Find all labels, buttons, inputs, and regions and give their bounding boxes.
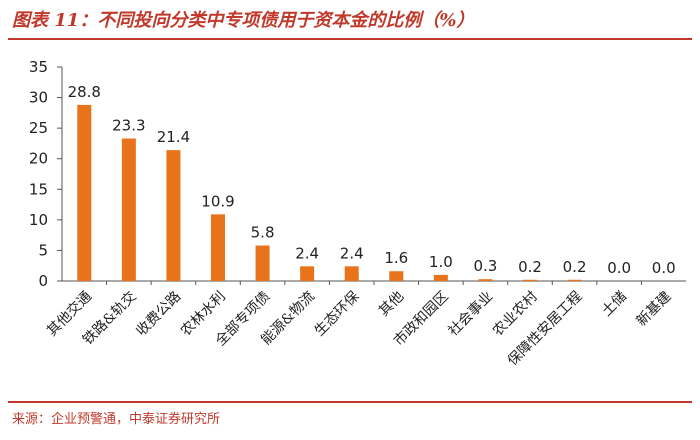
bar-value-label: 0.0 <box>607 259 631 277</box>
chart-title: 图表 11：不同投向分类中专项债用于资本金的比例（%） <box>12 10 475 31</box>
bar <box>567 279 582 281</box>
title-divider <box>8 38 692 40</box>
y-tick-label: 15 <box>29 180 48 198</box>
y-tick-label: 0 <box>38 272 48 290</box>
chart-data-labels: 28.8 23.3 21.4 10.9 5.8 2.4 2.4 1.6 1.0 0.3 0.2 0.2… <box>68 83 676 277</box>
category-label: 生态环保 <box>312 289 363 340</box>
chart-bars <box>77 104 582 281</box>
bar <box>478 279 493 281</box>
bar <box>344 266 359 281</box>
category-label: 其他 <box>376 289 407 320</box>
bar <box>121 138 136 281</box>
bar-value-label: 0.0 <box>652 259 676 277</box>
bar-value-label: 2.4 <box>295 244 319 262</box>
bar-value-label: 5.8 <box>251 224 275 242</box>
bar-value-label: 23.3 <box>112 117 145 135</box>
y-tick-label: 25 <box>29 119 48 137</box>
bar-value-label: 2.4 <box>340 244 364 262</box>
bar-value-label: 21.4 <box>157 128 190 146</box>
bar <box>523 279 537 281</box>
bar <box>300 266 315 281</box>
y-tick-label: 20 <box>29 150 48 168</box>
bar-value-label: 10.9 <box>201 192 234 210</box>
category-label: 收费公路 <box>133 289 184 340</box>
bar-value-label: 0.3 <box>473 257 497 275</box>
chart-axes: 0 5 10 15 20 25 30 35 <box>29 58 686 290</box>
category-label: 土储 <box>599 289 630 320</box>
bar <box>211 214 225 281</box>
y-tick-label: 30 <box>29 89 48 107</box>
bar-value-label: 28.8 <box>68 83 101 101</box>
bar-chart: 0 5 10 15 20 25 30 35 28.8 23.3 21.4 10.9 5.8 2.4 2.4… <box>29 58 686 369</box>
bar <box>389 271 404 281</box>
bar <box>433 274 448 281</box>
source-note: 来源：企业预警通，中泰证券研究所 <box>12 412 221 427</box>
y-tick-label: 35 <box>29 58 48 76</box>
bar-value-label: 1.0 <box>429 253 453 271</box>
bar <box>77 104 92 281</box>
source-divider <box>8 401 692 403</box>
bar-value-label: 0.2 <box>518 258 542 276</box>
bar <box>255 245 270 281</box>
y-tick-label: 5 <box>38 241 48 259</box>
bar-value-label: 0.2 <box>563 258 587 276</box>
bar-value-label: 1.6 <box>384 249 408 267</box>
bar <box>166 150 181 281</box>
y-tick-label: 10 <box>29 211 48 229</box>
category-label: 社会事业 <box>445 289 496 340</box>
category-label: 新基建 <box>633 288 675 330</box>
